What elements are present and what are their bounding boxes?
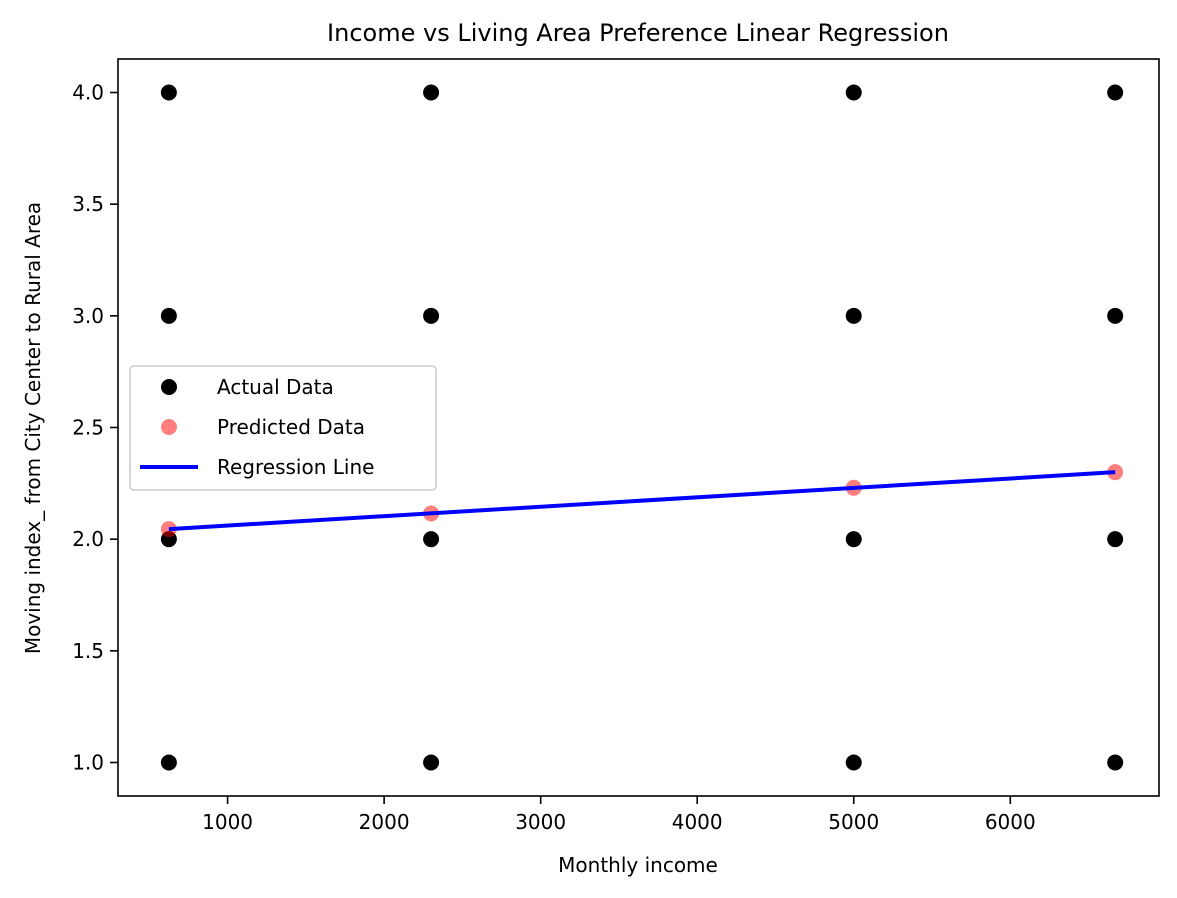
chart-title: Income vs Living Area Preference Linear … (327, 19, 949, 47)
y-tick-label: 2.0 (72, 527, 104, 551)
actual-data-point (1107, 307, 1124, 324)
legend-label: Regression Line (217, 455, 374, 479)
y-tick-label: 1.5 (72, 639, 104, 663)
x-tick-label: 2000 (359, 810, 410, 834)
legend-marker-predicted (161, 419, 177, 435)
actual-data-point (160, 84, 177, 101)
actual-data-point (423, 307, 440, 324)
actual-data-point (160, 754, 177, 771)
actual-data-point (423, 531, 440, 548)
y-tick-label: 4.0 (72, 81, 104, 105)
plot-area (117, 58, 1160, 797)
y-tick-label: 2.5 (72, 416, 104, 440)
x-tick-label: 3000 (515, 810, 566, 834)
legend-marker-actual (161, 379, 177, 395)
x-axis: 1000 2000 3000 4000 5000 6000 (202, 796, 1036, 834)
y-tick-label: 3.5 (72, 192, 104, 216)
x-axis-label: Monthly income (558, 853, 718, 877)
actual-data-point (1107, 84, 1124, 101)
actual-data-point (423, 84, 440, 101)
x-tick-label: 4000 (672, 810, 723, 834)
legend-label: Actual Data (217, 375, 334, 399)
legend-label: Predicted Data (217, 415, 365, 439)
actual-data-point (1107, 531, 1124, 548)
actual-data-point (160, 307, 177, 324)
actual-data-point (845, 531, 862, 548)
y-axis-label: Moving index_ from City Center to Rural … (21, 202, 45, 654)
actual-data-point (845, 754, 862, 771)
actual-data-point (845, 307, 862, 324)
x-tick-label: 1000 (202, 810, 253, 834)
legend-box (129, 365, 437, 491)
actual-data-point (1107, 754, 1124, 771)
x-tick-label: 6000 (985, 810, 1036, 834)
legend: Actual Data Predicted Data Regression Line (129, 365, 437, 491)
y-axis: 1.0 1.5 2.0 2.5 3.0 3.5 4.0 (72, 81, 118, 775)
regression-line (168, 470, 1116, 532)
actual-data-point (845, 84, 862, 101)
y-tick-label: 3.0 (72, 304, 104, 328)
y-tick-label: 1.0 (72, 751, 104, 775)
x-tick-label: 5000 (828, 810, 879, 834)
actual-data-point (423, 754, 440, 771)
